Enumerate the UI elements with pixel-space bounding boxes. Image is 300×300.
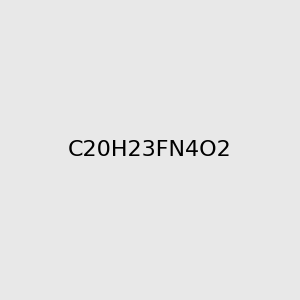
Text: C20H23FN4O2: C20H23FN4O2 — [68, 140, 232, 160]
